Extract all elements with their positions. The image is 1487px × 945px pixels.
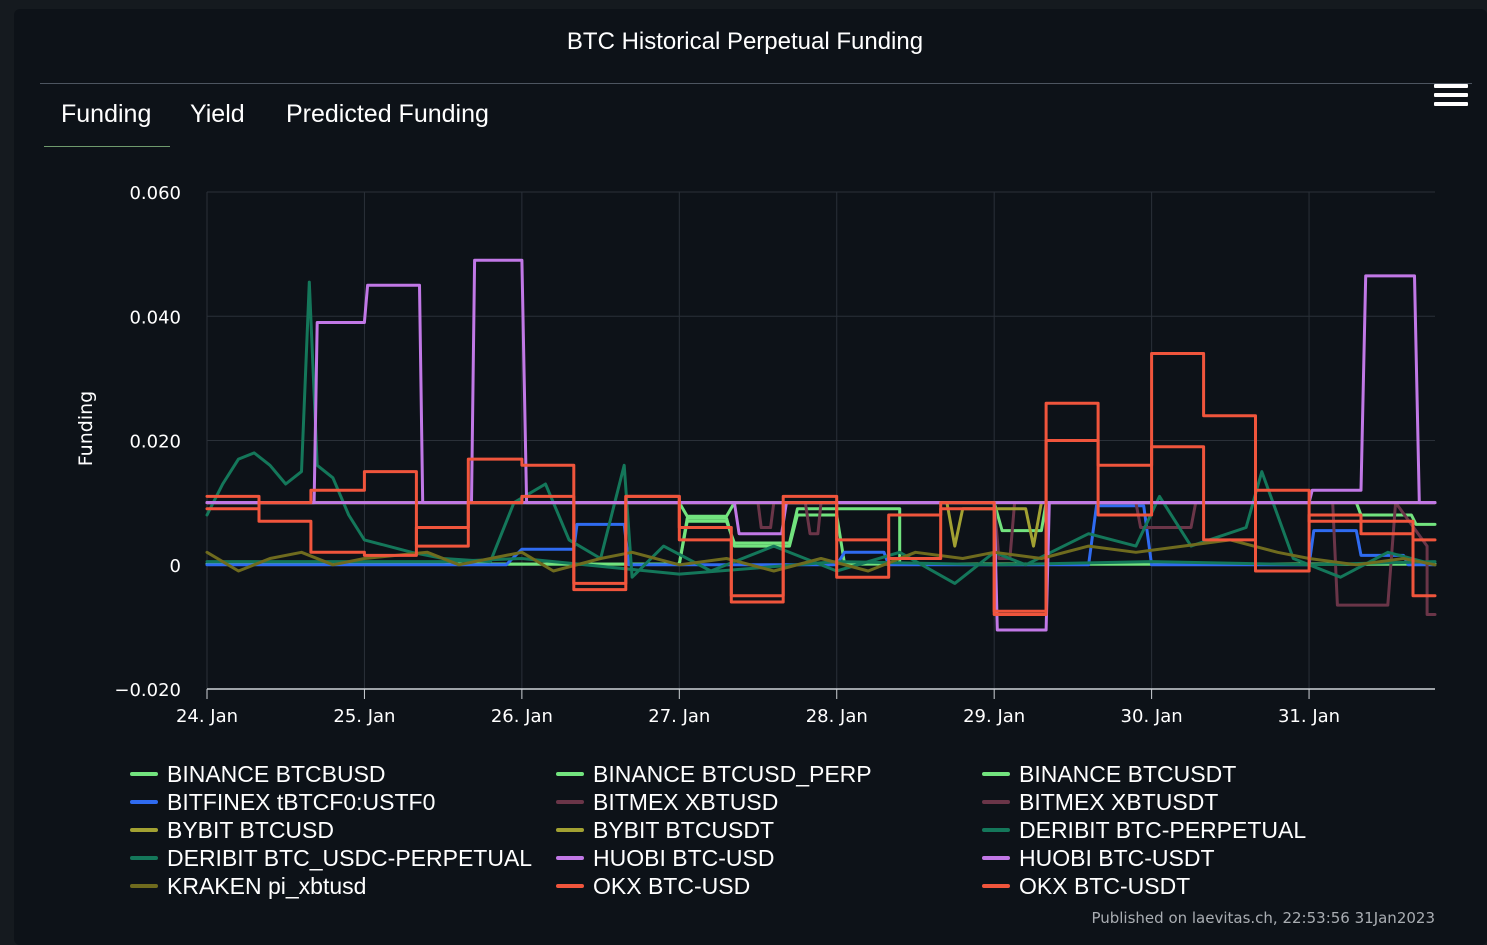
title-divider [40, 83, 1472, 84]
series-line-huobi-btc-usd [205, 258, 1437, 632]
legend-item-bitmex-xbtusdt[interactable]: BITMEX XBTUSDT [982, 789, 1218, 815]
legend-item-huobi-btc-usdt[interactable]: HUOBI BTC-USDT [982, 845, 1215, 871]
legend-label: BINANCE BTCBUSD [167, 760, 386, 787]
legend-label: BITMEX XBTUSD [593, 788, 779, 815]
legend-label: HUOBI BTC-USD [593, 844, 775, 871]
y-tick-label: 0 [170, 556, 181, 577]
legend-label: HUOBI BTC-USDT [1019, 844, 1215, 871]
legend-swatch [130, 856, 158, 860]
legend-swatch [982, 884, 1010, 888]
legend-item-okx-btc-usdt[interactable]: OKX BTC-USDT [982, 873, 1190, 899]
legend-item-binance-btcusdt[interactable]: BINANCE BTCUSDT [982, 761, 1236, 787]
legend-label: BITFINEX tBTCF0:USTF0 [167, 788, 436, 815]
legend-swatch [556, 828, 584, 832]
legend-label: OKX BTC-USD [593, 872, 751, 899]
legend-item-kraken-pi-xbtusd[interactable]: KRAKEN pi_xbtusd [130, 873, 366, 899]
legend-label: BYBIT BTCUSD [167, 816, 334, 843]
legend-item-bybit-btcusdt[interactable]: BYBIT BTCUSDT [556, 817, 774, 843]
x-tick-label: 31. Jan [1278, 706, 1340, 727]
legend-label: BINANCE BTCUSDT [1019, 760, 1237, 787]
x-tick-label: 25. Jan [333, 706, 395, 727]
legend-item-deribit-btc-usdc-perpetual[interactable]: DERIBIT BTC_USDC-PERPETUAL [130, 845, 532, 871]
chart-panel [14, 9, 1487, 945]
legend-swatch [556, 800, 584, 804]
x-tick-label: 27. Jan [648, 706, 710, 727]
legend-item-binance-btcusd-perp[interactable]: BINANCE BTCUSD_PERP [556, 761, 872, 787]
published-credit: Published on laevitas.ch, 22:53:56 31Jan… [1091, 909, 1435, 927]
legend-swatch [982, 772, 1010, 776]
legend-swatch [130, 800, 158, 804]
tab-yield[interactable]: Yield [190, 100, 245, 128]
legend-item-binance-btcbusd[interactable]: BINANCE BTCBUSD [130, 761, 386, 787]
y-tick-label: 0.040 [129, 307, 181, 328]
legend-label: OKX BTC-USDT [1019, 872, 1191, 899]
legend-item-bitfinex-tbtcf0-ustf0[interactable]: BITFINEX tBTCF0:USTF0 [130, 789, 435, 815]
legend-label: BITMEX XBTUSDT [1019, 788, 1219, 815]
x-tick-label: 28. Jan [806, 706, 868, 727]
legend-swatch [556, 856, 584, 860]
legend-label: KRAKEN pi_xbtusd [167, 872, 367, 899]
legend-item-bybit-btcusd[interactable]: BYBIT BTCUSD [130, 817, 334, 843]
tab-predicted-funding[interactable]: Predicted Funding [286, 100, 489, 128]
legend-item-bitmex-xbtusd[interactable]: BITMEX XBTUSD [556, 789, 778, 815]
legend-swatch [130, 772, 158, 776]
legend-item-okx-btc-usd[interactable]: OKX BTC-USD [556, 873, 750, 899]
legend-swatch [982, 828, 1010, 832]
series-line-okx-btc-usdt [205, 352, 1437, 616]
hamburger-menu-icon[interactable] [1434, 84, 1468, 106]
legend-swatch [556, 772, 584, 776]
legend-swatch [982, 800, 1010, 804]
legend-swatch [130, 828, 158, 832]
legend-label: DERIBIT BTC-PERPETUAL [1019, 816, 1307, 843]
tab-funding[interactable]: Funding [61, 100, 152, 128]
legend-item-huobi-btc-usd[interactable]: HUOBI BTC-USD [556, 845, 774, 871]
active-tab-indicator [44, 146, 170, 147]
series-line-bitmex-xbtusdt [205, 501, 1437, 616]
legend-swatch [130, 884, 158, 888]
x-tick-label: 24. Jan [176, 706, 238, 727]
legend-swatch [982, 856, 1010, 860]
legend-label: BINANCE BTCUSD_PERP [593, 760, 872, 787]
y-axis-title: Funding [75, 391, 97, 466]
x-tick-label: 26. Jan [491, 706, 553, 727]
y-tick-label: 0.060 [129, 183, 181, 204]
chart-title: BTC Historical Perpetual Funding [566, 28, 924, 55]
series-line-okx-btc-usd [205, 439, 1437, 613]
series-line-deribit-btc-perpetual [205, 280, 1437, 585]
legend-label: DERIBIT BTC_USDC-PERPETUAL [167, 844, 533, 871]
legend-item-deribit-btc-perpetual[interactable]: DERIBIT BTC-PERPETUAL [982, 817, 1306, 843]
y-tick-label: −0.020 [114, 680, 181, 701]
chart-svg: 0.060 0.040 0.020 0 −0.020 24. Jan 25. Jan 26. … [75, 183, 1437, 727]
x-tick-label: 30. Jan [1121, 706, 1183, 727]
legend-swatch [556, 884, 584, 888]
x-tick-label: 29. Jan [963, 706, 1025, 727]
y-tick-label: 0.020 [129, 432, 181, 453]
legend-label: BYBIT BTCUSDT [593, 816, 775, 843]
